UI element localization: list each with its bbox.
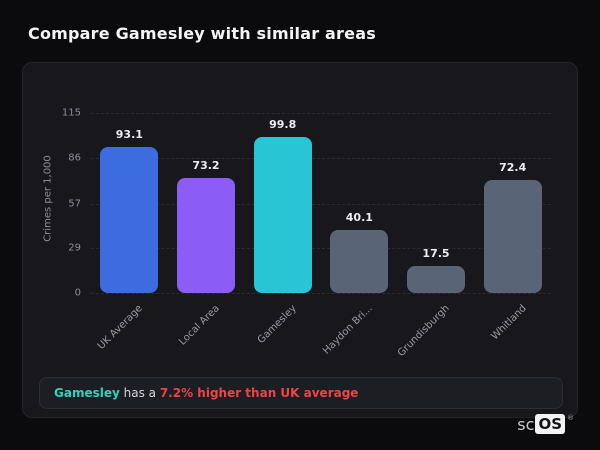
note-area-name: Gamesley [54, 386, 120, 400]
bar-value-label: 93.1 [115, 128, 143, 141]
note-highlight: 7.2% higher than UK average [159, 386, 359, 400]
bar-value-label: 40.1 [345, 211, 373, 224]
gridline [91, 158, 551, 160]
y-tick-label: 86 [68, 152, 81, 164]
gridline [91, 293, 551, 294]
plot-area: 0 29 57 86 115 93.1 UK Average 73.2 Local Area 99… [62, 108, 551, 359]
registered-mark-icon: ® [567, 414, 574, 422]
bar-whitland[interactable] [483, 180, 542, 293]
page-title: Compare Gamesley with similar areas [28, 24, 376, 43]
x-category-label: Gamesley [255, 303, 299, 347]
chart-card: Crimes per 1,000 0 29 57 86 115 93.1 UK Averag… [22, 62, 578, 418]
bar-local-area[interactable] [177, 178, 235, 293]
logo-badge: OS [535, 414, 565, 434]
y-axis-title: Crimes per 1,000 [42, 155, 54, 242]
gridline [91, 247, 551, 249]
logo-text-prefix: sc [517, 415, 535, 434]
gridline [91, 203, 551, 205]
bar-grundisburgh[interactable] [407, 266, 465, 293]
y-tick-label: 57 [68, 198, 81, 210]
bar-gamesley[interactable] [253, 137, 312, 293]
bar-haydon-bri[interactable] [330, 230, 389, 293]
bar-uk-average[interactable] [100, 147, 159, 293]
bar-value-label: 72.4 [499, 161, 527, 174]
x-category-label: Local Area [177, 303, 222, 348]
summary-note: Gamesley has a 7.2% higher than UK avera… [39, 377, 563, 409]
x-category-label: Grundisburgh [395, 303, 452, 359]
bar-value-label: 17.5 [422, 247, 450, 260]
bar-value-label: 99.8 [269, 118, 297, 131]
scos-logo: sc OS ® [517, 414, 574, 436]
y-tick-label: 29 [68, 242, 81, 254]
x-category-label: UK Average [96, 303, 146, 352]
x-category-label: Whitland [489, 303, 529, 343]
note-connector: has a [119, 386, 160, 400]
gridline [91, 113, 551, 114]
y-tick-label: 0 [74, 287, 81, 299]
y-tick-label: 115 [61, 107, 81, 119]
x-category-label: Haydon Bri... [321, 303, 376, 357]
bar-value-label: 73.2 [192, 159, 220, 172]
